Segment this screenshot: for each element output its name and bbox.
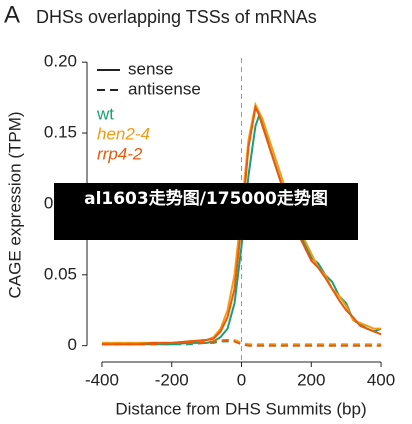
y-tick-label: 0.05 — [44, 264, 77, 283]
y-tick-label: 0 — [68, 335, 77, 354]
chart-title: DHSs overlapping TSSs of mRNAs — [36, 7, 317, 27]
legend-label: antisense — [128, 79, 201, 98]
x-tick-label: 0 — [237, 370, 246, 389]
panel-label: A — [4, 1, 20, 28]
series-line — [101, 104, 382, 346]
series-line — [101, 338, 382, 346]
y-tick-label: 0.15 — [44, 123, 77, 142]
y-tick-label: 0.20 — [44, 52, 77, 71]
legend-label: sense — [128, 59, 173, 78]
x-tick-label: -200 — [155, 370, 189, 389]
y-axis-title: CAGE expression (TPM) — [5, 111, 24, 298]
x-tick-label: -400 — [85, 370, 119, 389]
x-tick-label: 400 — [367, 370, 395, 389]
x-tick-label: 200 — [297, 370, 325, 389]
overlay-banner: al1603走势图/175000走势图 — [54, 183, 358, 240]
x-axis-title: Distance from DHS Summits (bp) — [115, 399, 366, 418]
legend-label: rrp4-2 — [97, 144, 143, 163]
series-line — [101, 338, 382, 347]
legend-label: hen2-4 — [97, 124, 150, 143]
legend-label: wt — [96, 104, 114, 123]
